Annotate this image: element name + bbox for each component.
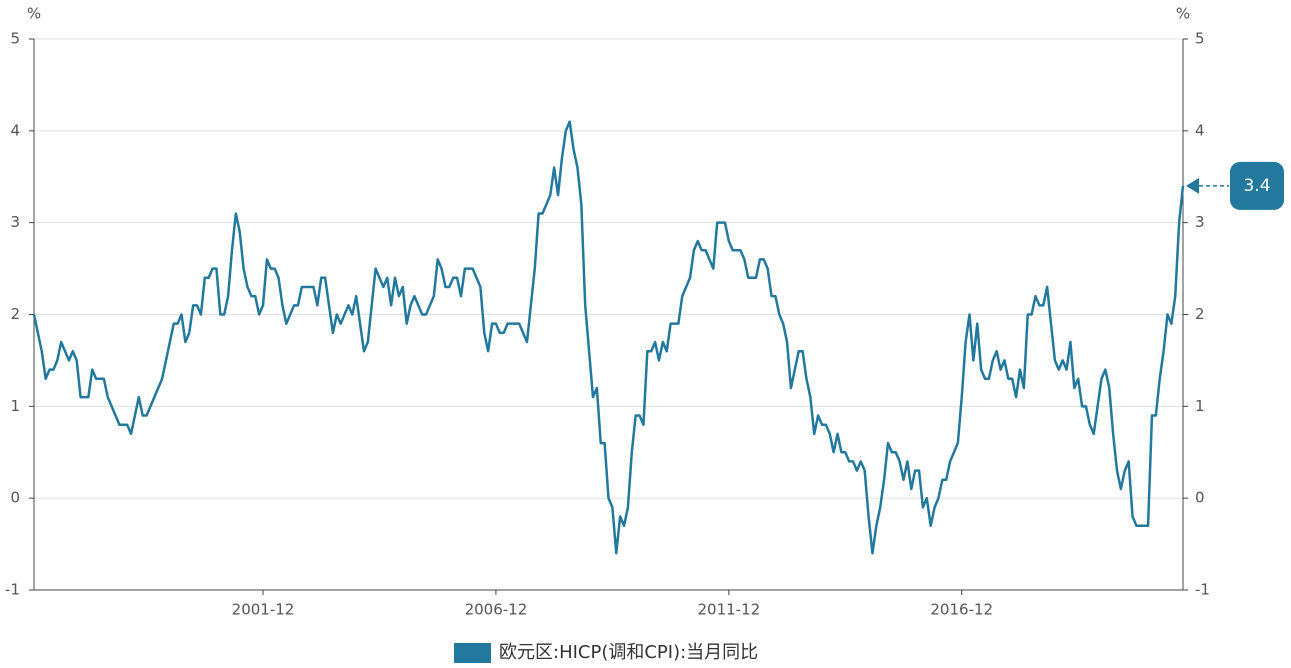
- y2-tick-label: 5: [1195, 30, 1205, 48]
- last-value-label: 3.4: [1243, 176, 1270, 196]
- x-tick-label: 2001-12: [232, 601, 295, 619]
- x-tick-label: 2006-12: [465, 601, 528, 619]
- label-arrow: [1186, 177, 1199, 194]
- y2-tick-label: 3: [1195, 213, 1205, 231]
- label-bubble: [1230, 161, 1284, 210]
- y2-axis-unit: %: [1176, 5, 1190, 23]
- y-axis-unit: %: [27, 5, 41, 23]
- y2-tick-label: 4: [1195, 121, 1205, 139]
- y-tick-label: 2: [10, 305, 20, 323]
- legend-swatch: [454, 643, 491, 663]
- y2-tick-label: 2: [1195, 305, 1205, 323]
- y-tick-label: -1: [5, 581, 20, 599]
- legend-label: 欧元区:HICP(调和CPI):当月同比: [499, 642, 758, 663]
- y-tick-label: 0: [10, 489, 20, 507]
- y-tick-label: 4: [10, 121, 20, 139]
- y-tick-label: 3: [10, 213, 20, 231]
- data-line: [32, 120, 1185, 555]
- y-tick-label: 5: [10, 30, 20, 48]
- y-tick-label: 1: [10, 397, 20, 415]
- y2-tick-label: 1: [1195, 397, 1205, 415]
- y2-tick-label: 0: [1195, 489, 1205, 507]
- x-tick-label: 2011-12: [697, 601, 760, 619]
- y2-tick-label: -1: [1195, 581, 1210, 599]
- x-tick-label: 2016-12: [930, 601, 993, 619]
